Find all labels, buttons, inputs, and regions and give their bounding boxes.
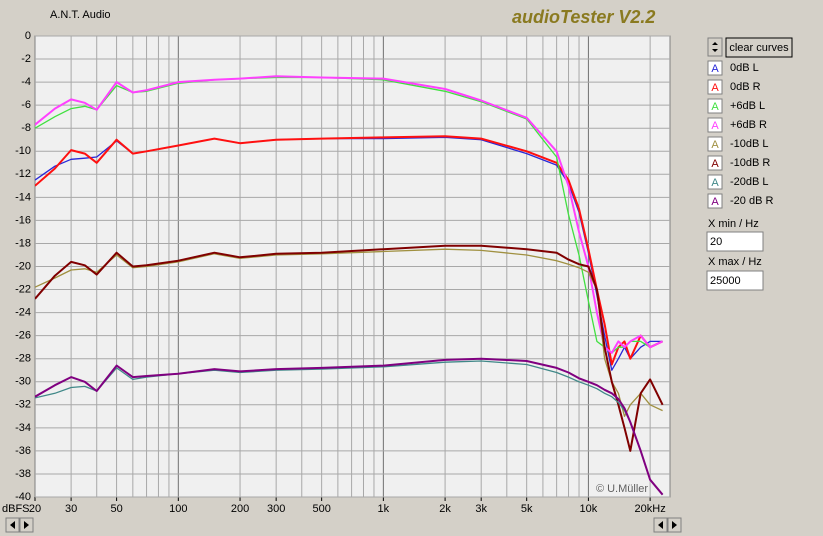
legend-label: -20 dB R (730, 195, 773, 207)
legend-icon: A (711, 120, 719, 132)
legend-icon: A (711, 196, 719, 208)
legend-swatch (707, 79, 723, 95)
scroll-buttons (5, 517, 682, 533)
legend-swatch (707, 174, 723, 190)
y-tick-label: -24 (15, 307, 31, 319)
x-tick-label: 50 (110, 503, 122, 515)
x-tick-label: 20kHz (635, 503, 666, 515)
y-tick-label: -26 (15, 330, 31, 342)
x-tick-label: 10k (580, 503, 598, 515)
legend-label: 0dB L (730, 62, 759, 74)
curve (35, 75, 664, 354)
legend-label: -20dB L (730, 176, 769, 188)
y-axis-label: dBFS (2, 503, 30, 515)
legend-label: 0dB R (730, 81, 761, 93)
legend-label: +6dB L (730, 100, 765, 112)
legend-icon: A (711, 82, 719, 94)
y-tick-label: 0 (25, 30, 31, 42)
y-tick-label: -36 (15, 445, 31, 457)
legend-label: -10dB R (730, 157, 770, 169)
legend-icon: A (711, 158, 719, 170)
legend-swatch (707, 155, 723, 171)
y-tick-label: -12 (15, 168, 31, 180)
y-tick-label: -28 (15, 353, 31, 365)
app-name: A.N.T. Audio (50, 9, 111, 21)
xmax-value: 25000 (710, 275, 741, 287)
legend-swatch (707, 117, 723, 133)
y-tick-label: -20 (15, 260, 31, 272)
button-label: clear curves (729, 42, 789, 54)
legend-label: +6dB R (730, 119, 767, 131)
xmin-value: 20 (710, 236, 722, 248)
xmax-input[interactable] (706, 270, 764, 291)
y-tick-label: -38 (15, 468, 31, 480)
x-tick-label: 200 (231, 503, 249, 515)
curve (35, 135, 664, 366)
spinner-arrows (712, 42, 718, 52)
xmax-label: X max / Hz (708, 256, 762, 268)
grid (34, 35, 670, 501)
y-tick-label: -32 (15, 399, 31, 411)
legend-swatch (707, 136, 723, 152)
curves (35, 75, 664, 496)
x-tick-label: 300 (267, 503, 285, 515)
x-tick-label: 100 (169, 503, 187, 515)
legend-icon: A (711, 63, 719, 75)
x-tick-label: 5k (521, 503, 533, 515)
x-tick-label: 500 (312, 503, 330, 515)
legend-icon: A (711, 177, 719, 189)
x-tick-label: 2k (439, 503, 451, 515)
y-tick-label: -8 (21, 122, 31, 134)
legend-swatch (707, 60, 723, 76)
x-tick-label: 3k (475, 503, 487, 515)
xmin-input[interactable] (706, 231, 764, 252)
legend-swatch (707, 98, 723, 114)
y-tick-label: -14 (15, 191, 31, 203)
legend-icon: A (711, 101, 719, 113)
y-tick-label: -30 (15, 376, 31, 388)
legend-label: -10dB L (730, 138, 769, 150)
y-tick-label: -4 (21, 76, 31, 88)
legend-swatch (707, 193, 723, 209)
curve (35, 360, 664, 496)
xmin-label: X min / Hz (708, 218, 759, 230)
curve (35, 76, 663, 354)
x-tick-label: 1k (378, 503, 390, 515)
copyright: © U.Müller (596, 483, 648, 495)
y-tick-label: -6 (21, 99, 31, 111)
curve (35, 248, 663, 417)
y-tick-label: -16 (15, 214, 31, 226)
y-tick-label: -10 (15, 145, 31, 157)
chart-title: audioTester V2.2 (512, 7, 655, 27)
legend: A 0dB L A 0dB R A +6dB L A +6dB R A -10dB L A -10dB… (707, 60, 773, 209)
y-tick-label: -18 (15, 237, 31, 249)
y-tick-label: -22 (15, 283, 31, 295)
clear-curves-button[interactable] (725, 37, 793, 58)
x-tick-label: 20 (29, 503, 41, 515)
y-tick-label: -2 (21, 53, 31, 65)
x-tick-label: 30 (65, 503, 77, 515)
spinner[interactable] (707, 37, 723, 57)
legend-icon: A (711, 139, 719, 151)
curve (35, 244, 664, 452)
y-tick-label: -40 (15, 491, 31, 503)
y-tick-label: -34 (15, 422, 31, 434)
curve (35, 357, 664, 496)
